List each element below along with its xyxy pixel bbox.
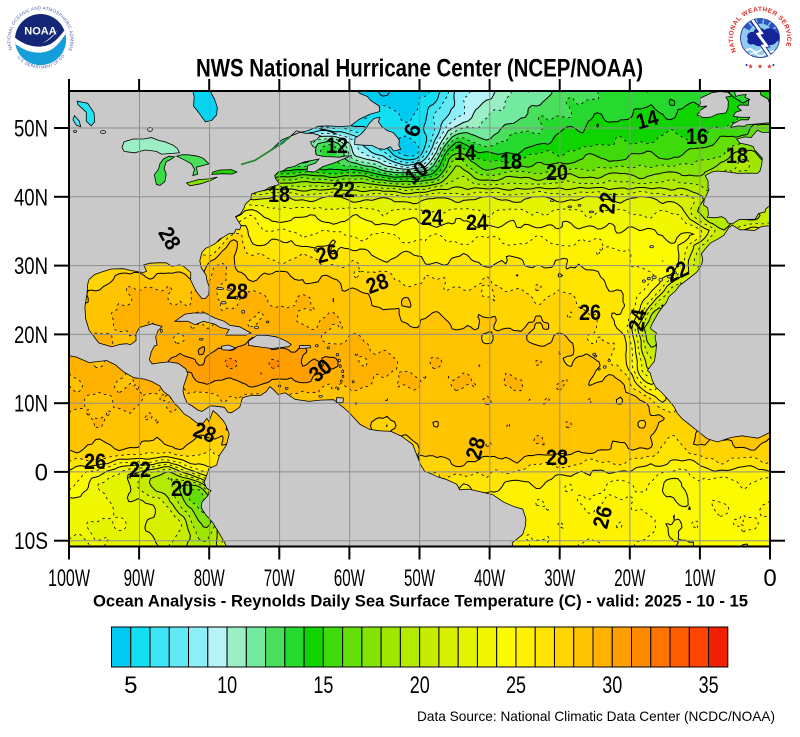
- svg-text:50W: 50W: [404, 565, 435, 592]
- svg-text:20W: 20W: [614, 565, 645, 592]
- svg-text:24: 24: [421, 205, 444, 230]
- svg-text:70W: 70W: [264, 565, 295, 592]
- svg-text:NWS National Hurricane Center: NWS National Hurricane Center (NCEP/NOAA…: [196, 55, 643, 83]
- svg-text:Ocean Analysis - Reynolds Dail: Ocean Analysis - Reynolds Daily Sea Surf…: [93, 593, 748, 611]
- svg-text:0: 0: [35, 459, 48, 486]
- svg-text:80W: 80W: [194, 565, 225, 592]
- svg-text:26: 26: [579, 300, 601, 325]
- svg-text:30: 30: [602, 672, 622, 699]
- svg-text:28: 28: [226, 279, 248, 304]
- svg-text:60W: 60W: [334, 565, 365, 592]
- svg-text:18: 18: [500, 149, 522, 174]
- svg-text:40N: 40N: [14, 184, 48, 211]
- svg-text:10: 10: [217, 672, 237, 699]
- svg-text:20: 20: [546, 160, 568, 185]
- svg-text:18: 18: [726, 143, 748, 168]
- svg-text:24: 24: [466, 210, 489, 235]
- svg-text:20: 20: [171, 476, 193, 501]
- svg-text:10N: 10N: [14, 391, 48, 418]
- svg-text:30N: 30N: [14, 253, 48, 280]
- svg-text:20N: 20N: [14, 322, 48, 349]
- svg-text:15: 15: [313, 672, 333, 699]
- svg-text:5: 5: [124, 672, 137, 699]
- svg-text:10W: 10W: [684, 565, 715, 592]
- svg-text:12: 12: [326, 133, 348, 158]
- svg-text:0: 0: [763, 565, 776, 592]
- svg-text:50N: 50N: [14, 116, 48, 143]
- svg-text:22: 22: [129, 457, 151, 482]
- svg-text:90W: 90W: [124, 565, 155, 592]
- svg-text:26: 26: [84, 449, 106, 474]
- svg-text:25: 25: [506, 672, 526, 699]
- svg-text:24: 24: [623, 306, 652, 333]
- svg-text:14: 14: [454, 140, 477, 165]
- svg-text:10S: 10S: [14, 528, 48, 555]
- svg-text:Data Source: National Climatic: Data Source: National Climatic Data Cent…: [417, 709, 775, 724]
- svg-text:28: 28: [546, 445, 568, 470]
- svg-text:22: 22: [594, 191, 620, 214]
- svg-text:100W: 100W: [48, 565, 90, 592]
- svg-text:NOAA: NOAA: [24, 26, 56, 38]
- svg-text:40W: 40W: [474, 565, 505, 592]
- svg-text:30W: 30W: [544, 565, 575, 592]
- svg-text:35: 35: [699, 672, 719, 699]
- svg-text:★ ★ ★: ★ ★ ★: [748, 63, 773, 71]
- svg-text:20: 20: [410, 672, 430, 699]
- svg-text:22: 22: [333, 177, 355, 202]
- svg-text:16: 16: [686, 124, 708, 149]
- svg-text:18: 18: [268, 182, 290, 207]
